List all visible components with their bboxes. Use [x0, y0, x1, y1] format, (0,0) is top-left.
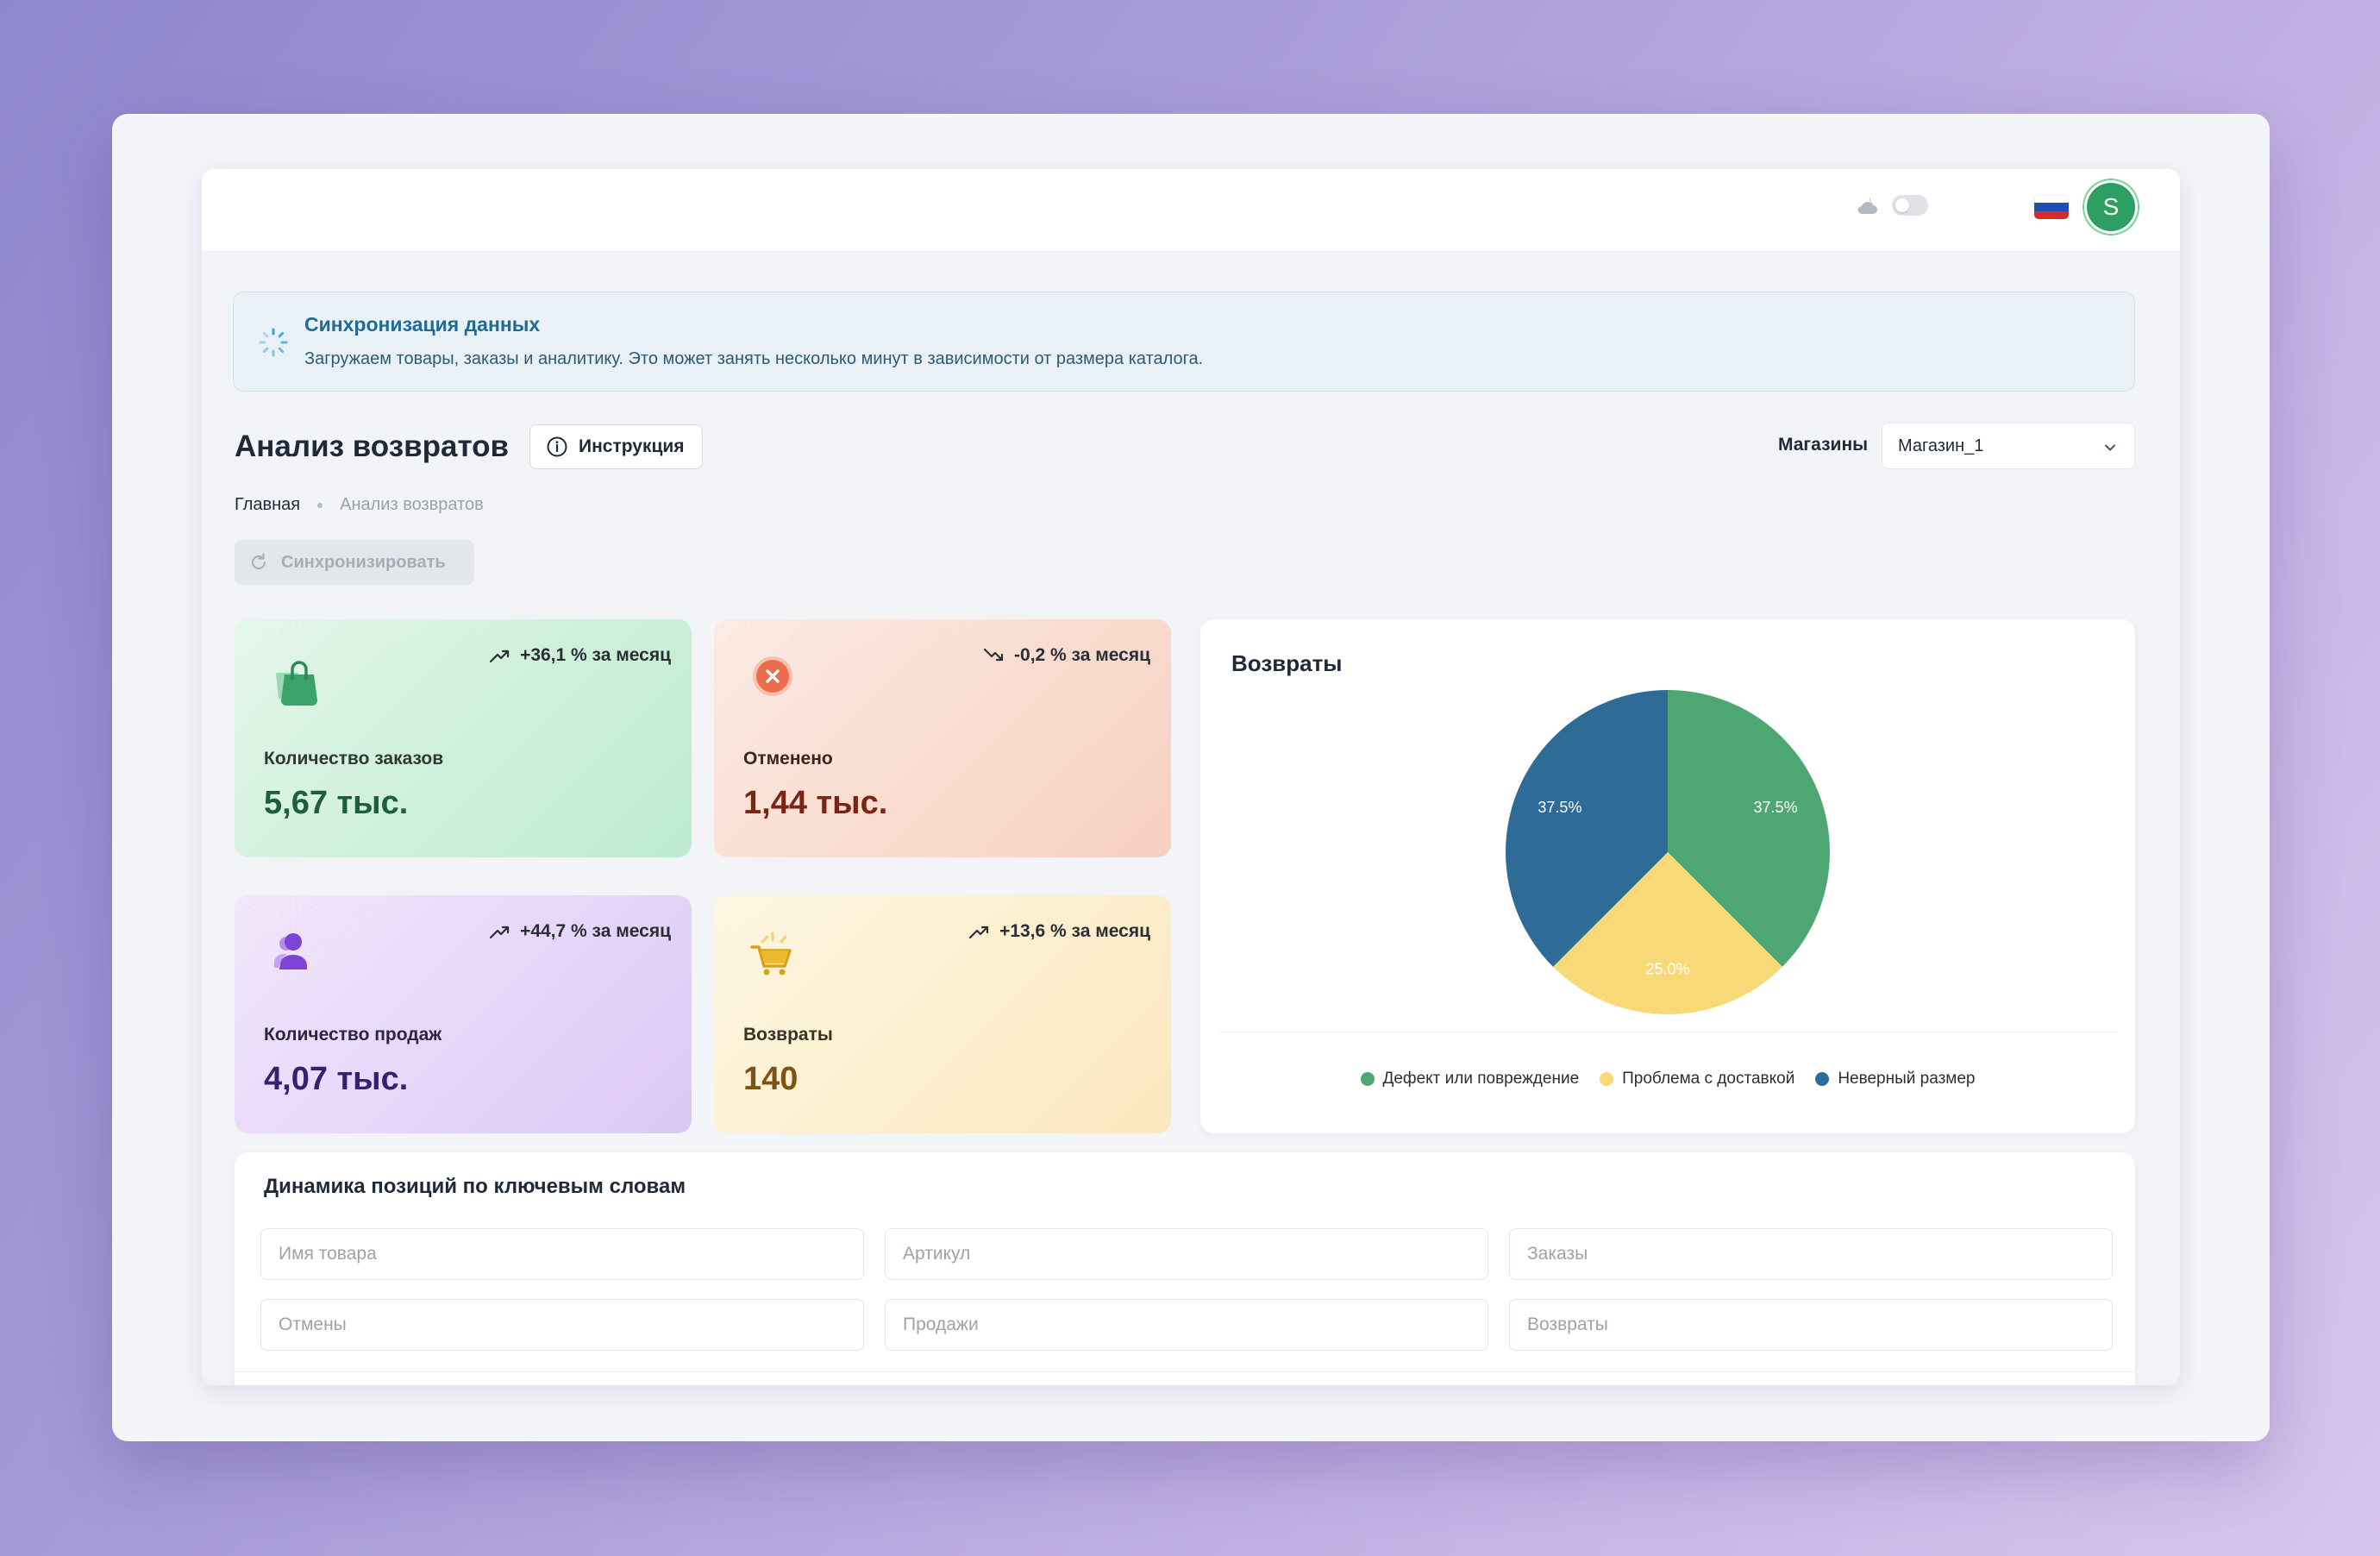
trend-up-icon	[968, 925, 989, 939]
breadcrumb-separator	[317, 502, 323, 508]
article-input[interactable]	[885, 1228, 1488, 1280]
returns-input[interactable]	[1509, 1299, 2113, 1351]
orders-input[interactable]	[1509, 1228, 2113, 1280]
store-select-value: Магазин_1	[1898, 436, 1984, 455]
breadcrumb-home[interactable]: Главная	[235, 495, 301, 514]
sync-button[interactable]: Синхронизировать	[235, 540, 474, 585]
sync-button-label: Синхронизировать	[281, 552, 446, 572]
stat-card-returns: +13,6 % за месяц Возвраты 140	[714, 895, 1171, 1133]
shopping-bag-icon	[276, 661, 317, 706]
app-window: S Синхронизация данных Загружаем товары,…	[202, 169, 2180, 1385]
sync-banner: Синхронизация данных Загружаем товары, з…	[233, 292, 2135, 392]
trend-up-icon	[489, 649, 510, 663]
chart-title: Возвраты	[1231, 650, 1343, 676]
trend-text: -0,2 % за месяц	[1014, 645, 1150, 665]
avatar[interactable]: S	[2087, 183, 2135, 231]
card-pattern	[235, 895, 692, 1133]
cancellations-input[interactable]	[260, 1299, 864, 1351]
pie-data-label: 37.5%	[1538, 799, 1581, 816]
store-select[interactable]: Магазин_1	[1882, 423, 2135, 469]
card-value: 1,44 тыс.	[743, 785, 888, 821]
legend-dot	[1815, 1072, 1830, 1086]
stat-card-sales: +44,7 % за месяц Количество продаж 4,07 …	[235, 895, 692, 1133]
trend-indicator: +36,1 % за месяц	[489, 645, 671, 666]
returns-chart-card: Возвраты 37.5% 25.0% 37.5% Дефект или повр…	[1200, 619, 2135, 1133]
cloud-moon-icon[interactable]	[1853, 191, 1881, 219]
trend-text: +13,6 % за месяц	[999, 921, 1150, 941]
refresh-icon	[251, 553, 266, 570]
trend-up-icon	[489, 925, 510, 939]
top-bar: S	[202, 169, 2180, 252]
sales-input[interactable]	[885, 1299, 1488, 1351]
trend-indicator: -0,2 % за месяц	[983, 645, 1150, 666]
pie-slice-delivery[interactable]	[1553, 852, 1782, 1014]
card-pattern	[235, 619, 692, 857]
card-pattern	[714, 895, 1171, 1133]
legend-label: Дефект или повреждение	[1382, 1070, 1580, 1088]
card-label: Количество заказов	[264, 749, 444, 769]
product-name-input[interactable]	[260, 1228, 864, 1280]
card-value: 5,67 тыс.	[264, 785, 409, 821]
trend-indicator: +44,7 % за месяц	[489, 921, 671, 942]
trend-text: +36,1 % за месяц	[520, 645, 671, 665]
chevron-down-icon	[2105, 444, 2115, 451]
russian-flag-icon[interactable]	[2034, 195, 2069, 219]
pie-data-label: 37.5%	[1754, 799, 1798, 816]
trend-indicator: +13,6 % за месяц	[968, 921, 1150, 942]
legend-dot	[1600, 1072, 1614, 1086]
stat-card-orders: +36,1 % за месяц Количество заказов 5,67…	[235, 619, 692, 857]
pie-data-label: 25.0%	[1645, 960, 1689, 977]
instruction-button[interactable]: Инструкция	[529, 424, 703, 469]
instruction-button-label: Инструкция	[579, 436, 685, 456]
card-value: 140	[743, 1061, 799, 1097]
legend-dot	[1360, 1072, 1375, 1086]
chart-legend: Дефект или повреждение Проблема с достав…	[1200, 1070, 2135, 1089]
legend-item-defect[interactable]: Дефект или повреждение	[1360, 1070, 1580, 1089]
legend-item-delivery[interactable]: Проблема с доставкой	[1600, 1070, 1794, 1089]
legend-item-wrong-size[interactable]: Неверный размер	[1815, 1070, 1975, 1089]
sync-banner-title: Синхронизация данных	[304, 313, 541, 336]
user-icon	[274, 933, 307, 969]
card-label: Отменено	[743, 749, 833, 769]
page-title: Анализ возвратов	[235, 430, 510, 463]
breadcrumb-current: Анализ возвратов	[340, 495, 484, 514]
pie-slice-defect[interactable]	[1668, 690, 1830, 967]
returns-pie-chart: 37.5% 25.0% 37.5%	[1506, 690, 1830, 1014]
theme-toggle[interactable]	[1892, 195, 1928, 216]
card-label: Количество продаж	[264, 1025, 442, 1045]
stores-label: Магазины	[1778, 435, 1869, 455]
cancel-circle-icon	[753, 656, 792, 696]
breadcrumb: Главная Анализ возвратов	[235, 495, 484, 515]
screenshot-frame: S Синхронизация данных Загружаем товары,…	[112, 114, 2270, 1441]
card-value: 4,07 тыс.	[264, 1061, 409, 1097]
legend-label: Проблема с доставкой	[1622, 1070, 1795, 1088]
stat-card-cancelled: -0,2 % за месяц Отменено 1,44 тыс.	[714, 619, 1171, 857]
card-divider	[235, 1371, 2135, 1372]
sync-banner-text: Загружаем товары, заказы и аналитику. Эт…	[304, 349, 1204, 368]
trend-text: +44,7 % за месяц	[520, 921, 671, 941]
shopping-cart-icon	[750, 932, 792, 976]
trend-down-icon	[983, 648, 1004, 662]
keyword-dynamics-title: Динамика позиций по ключевым словам	[264, 1175, 686, 1198]
card-label: Возвраты	[743, 1025, 833, 1045]
loading-spinner-icon	[259, 328, 288, 357]
legend-label: Неверный размер	[1838, 1070, 1976, 1088]
info-icon	[547, 436, 567, 457]
keyword-dynamics-card: Динамика позиций по ключевым словам	[235, 1152, 2135, 1385]
card-pattern	[714, 619, 1171, 857]
pie-slice-wrong-size[interactable]	[1506, 690, 1668, 967]
